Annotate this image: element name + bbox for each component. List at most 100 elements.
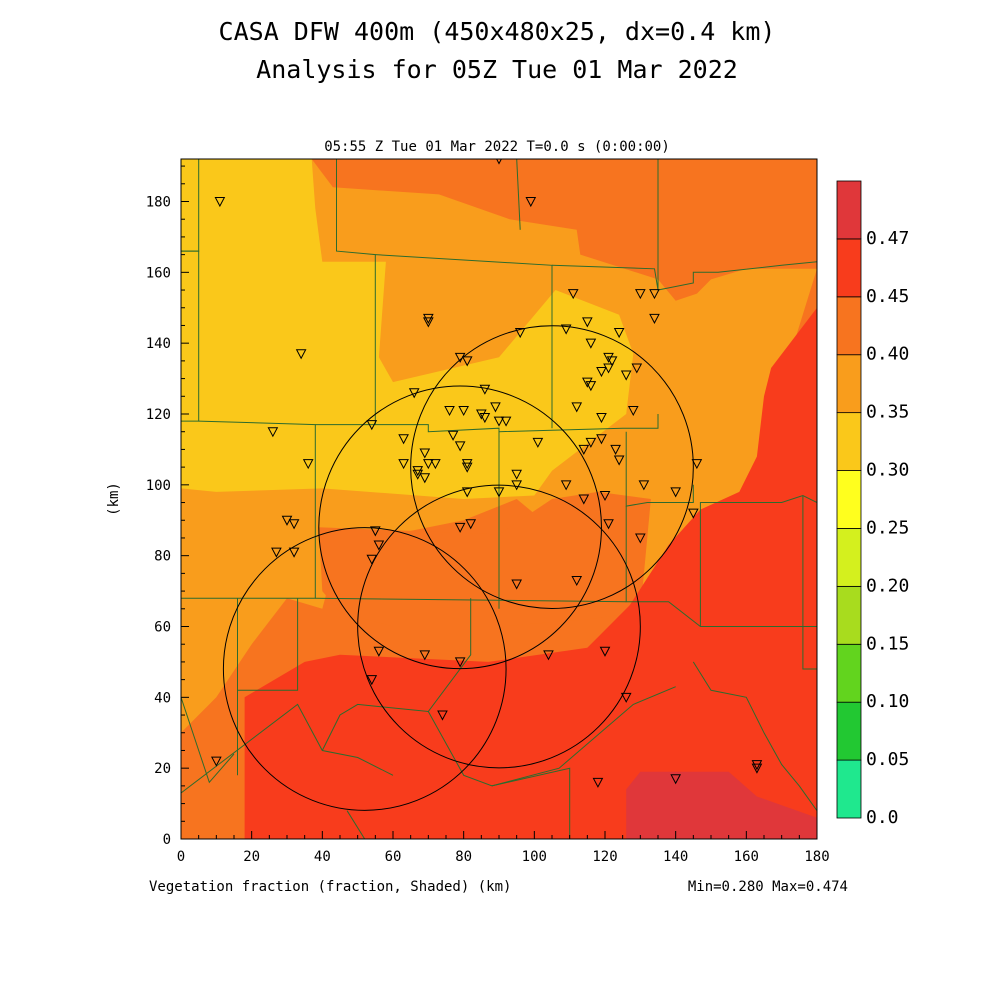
station-marker-15 [613, 328, 625, 339]
station-marker-17 [603, 363, 614, 374]
station-marker-7 [461, 356, 473, 367]
y-tick-label-1: 20 [154, 761, 171, 777]
colorbar-swatch-9 [836, 238, 862, 298]
station-marker-54 [585, 437, 597, 448]
station-marker-3 [295, 349, 307, 360]
station-marker-26 [596, 413, 607, 424]
station-marker-78 [454, 522, 466, 533]
x-tick-label-1: 20 [243, 849, 260, 865]
colorbar-swatch-5 [836, 470, 862, 529]
radar-ring-0 [410, 325, 694, 609]
station-marker-37 [267, 427, 279, 438]
station-marker-36 [366, 420, 378, 431]
station-marker-13 [603, 352, 614, 363]
x-axis: 0 20 40 60 80 100 120 140 160 180 [177, 831, 830, 865]
station-marker-62 [560, 480, 572, 491]
y-tick-label-9: 180 [146, 195, 171, 211]
station-marker-83 [419, 650, 431, 661]
county-boundary-19 [491, 767, 571, 839]
station-marker-69 [635, 533, 646, 544]
station-marker-28 [408, 388, 420, 399]
station-marker-59 [511, 480, 522, 491]
field-region-4 [318, 491, 651, 627]
colorbar-swatch-10 [836, 180, 862, 240]
station-marker-23 [582, 377, 593, 388]
station-marker-58 [511, 469, 522, 480]
county-boundary-6 [551, 261, 817, 291]
station-marker-88 [366, 675, 378, 686]
radar-ring-2 [222, 527, 507, 811]
station-marker-61 [461, 487, 473, 498]
station-marker-72 [288, 519, 300, 530]
station-marker-76 [373, 540, 385, 551]
station-marker-50 [454, 441, 466, 452]
y-tick-label-0: 0 [163, 832, 171, 848]
station-marker-75 [370, 526, 381, 537]
station-marker-8 [514, 328, 526, 339]
colorbar-label-4: 0.20 [866, 575, 909, 596]
colorbar-label-0: 0.0 [866, 807, 899, 828]
x-tick-label-7: 140 [663, 849, 688, 865]
station-marker-32 [476, 409, 487, 420]
station-marker-4 [423, 313, 434, 324]
footer-min-max: Min=0.280 Max=0.474 [688, 879, 848, 895]
station-marker-29 [444, 405, 455, 417]
y-tick-label-8: 160 [146, 265, 171, 281]
station-marker-6 [454, 352, 466, 363]
station-marker-49 [461, 462, 473, 473]
y-tick-label-3: 60 [154, 620, 171, 636]
y-tick-label-6: 120 [146, 407, 171, 423]
colorbar-label-2: 0.10 [866, 691, 909, 712]
county-boundary-4 [336, 159, 376, 425]
station-marker-5 [423, 317, 434, 328]
county-boundary-11 [625, 506, 817, 627]
radar-range-rings [222, 325, 694, 811]
y-tick-label-7: 140 [146, 336, 171, 352]
station-marker-51 [500, 416, 512, 427]
colorbar: 0.0 0.05 0.10 0.15 0.20 0.25 0.30 0.35 0.40 0.45 0… [836, 180, 909, 828]
station-marker-64 [599, 490, 611, 502]
colorbar-swatch-6 [836, 412, 862, 471]
station-marker-44 [423, 459, 434, 470]
station-marker-67 [688, 508, 699, 519]
county-boundary-10 [625, 431, 694, 507]
chart-title-line1: CASA DFW 400m (450x480x25, dx=0.4 km) [219, 17, 776, 46]
station-marker-60 [493, 487, 505, 498]
x-tick-label-9: 180 [804, 849, 829, 865]
colorbar-label-7: 0.35 [866, 402, 909, 423]
station-marker-79 [465, 519, 477, 530]
county-boundary-18 [427, 686, 676, 787]
x-tick-label-2: 40 [314, 849, 331, 865]
station-marker-14 [606, 356, 618, 367]
station-marker-41 [412, 466, 424, 477]
station-marker-70 [603, 519, 614, 530]
colorbar-swatch-2 [836, 643, 862, 703]
colorbar-swatch-4 [836, 528, 862, 587]
station-marker-91 [592, 777, 604, 788]
station-marker-71 [281, 515, 293, 526]
county-boundary-7 [516, 159, 521, 230]
county-boundary-14 [237, 598, 299, 691]
x-tick-label-5: 100 [522, 849, 547, 865]
colorbar-label-5: 0.25 [866, 517, 909, 538]
station-marker-55 [596, 434, 607, 445]
station-marker-47 [447, 430, 459, 441]
station-marker-2 [525, 197, 537, 208]
colorbar-label-8: 0.40 [866, 344, 909, 365]
station-marker-87 [620, 692, 632, 703]
colorbar-swatch-8 [836, 296, 862, 356]
station-marker-82 [373, 646, 385, 657]
field-region-2 [311, 159, 817, 301]
colorbar-swatch-7 [836, 354, 862, 414]
station-marker-66 [670, 487, 681, 498]
y-axis: 0 20 40 60 80 100 120 140 160 180 [146, 165, 189, 848]
station-marker-84 [454, 657, 466, 668]
station-marker-21 [649, 313, 660, 324]
station-marker-94 [751, 763, 763, 774]
x-tick-label-8: 160 [734, 849, 759, 865]
y-tick-label-5: 100 [146, 478, 171, 494]
station-marker-56 [610, 444, 621, 455]
y-tick-label-2: 40 [154, 690, 171, 706]
